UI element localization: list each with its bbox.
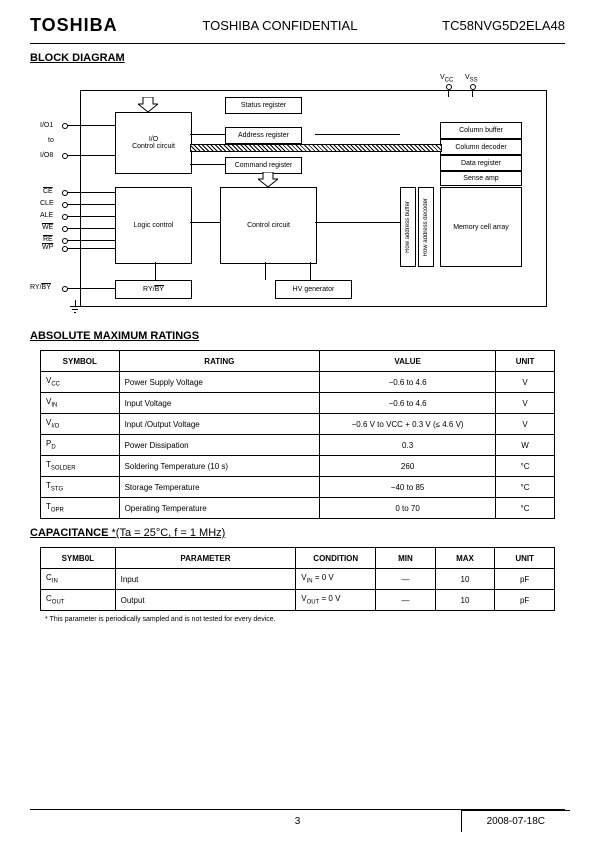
- header-divider: [30, 43, 565, 44]
- table-row: COUTOutputVOUT = 0 V—10pF: [41, 590, 555, 611]
- ratings-title: ABSOLUTE MAXIMUM RATINGS: [30, 330, 565, 342]
- column-buffer-block: Column buffer: [440, 122, 522, 139]
- col-parameter: PARAMETER: [115, 548, 296, 569]
- col-rating: RATING: [119, 351, 320, 372]
- hv-generator-block: HV generator: [275, 280, 352, 299]
- table-row: TSOLDERSoldering Temperature (10 s)260°C: [41, 456, 555, 477]
- we-label: WE: [42, 224, 53, 231]
- capacitance-title: CAPACITANCE *(Ta = 25°C, f = 1 MHz): [30, 527, 565, 539]
- table-header-row: SYMB0L PARAMETER CONDITION MIN MAX UNIT: [41, 548, 555, 569]
- vcc-label: VCC: [440, 74, 453, 83]
- footer-date: 2008-07-18C: [461, 810, 570, 832]
- ce-label: CE: [43, 188, 53, 195]
- table-row: TSTGStorage Temperature−40 to 85°C: [41, 477, 555, 498]
- page-header: TOSHIBA TOSHIBA CONFIDENTIAL TC58NVG5D2E…: [0, 0, 595, 41]
- col-unit: UNIT: [496, 351, 555, 372]
- col-max: MAX: [435, 548, 495, 569]
- ale-label: ALE: [40, 212, 53, 219]
- col-condition: CONDITION: [296, 548, 376, 569]
- to-label: to: [48, 137, 54, 144]
- data-bus-icon: [190, 144, 442, 152]
- ryby-label: RY/BY: [30, 284, 51, 291]
- arrow-down-icon: [258, 172, 278, 187]
- wp-label: WP: [42, 244, 53, 251]
- address-register-block: Address register: [225, 127, 302, 144]
- capacitance-footnote: * This parameter is periodically sampled…: [45, 616, 550, 623]
- cle-label: CLE: [40, 200, 54, 207]
- io1-pin: [62, 123, 68, 129]
- table-row: TOPROperating Temperature0 to 70°C: [41, 498, 555, 519]
- arrow-down-icon: [138, 97, 158, 112]
- row-address-decoder-block: Row address decoder: [418, 187, 434, 267]
- col-symbol: SYMBOL: [41, 351, 120, 372]
- row-address-buffer-block: Row address buffer: [400, 187, 416, 267]
- confidential-label: TOSHIBA CONFIDENTIAL: [202, 18, 357, 33]
- io8-pin: [62, 153, 68, 159]
- table-row: CINInputVIN = 0 V—10pF: [41, 569, 555, 590]
- part-number: TC58NVG5D2ELA48: [442, 18, 565, 33]
- table-row: VI/OInput /Output Voltage−0.6 V to VCC +…: [41, 414, 555, 435]
- col-value: VALUE: [320, 351, 496, 372]
- ryby-block: RY/BY: [115, 280, 192, 299]
- io8-label: I/O8: [40, 152, 53, 159]
- status-register-block: Status register: [225, 97, 302, 114]
- table-row: VINInput Voltage−0.6 to 4.6V: [41, 393, 555, 414]
- sense-amp-block: Sense amp: [440, 171, 522, 186]
- col-symbol: SYMB0L: [41, 548, 116, 569]
- block-diagram-title: BLOCK DIAGRAM: [30, 52, 565, 64]
- toshiba-logo: TOSHIBA: [30, 15, 118, 36]
- control-circuit-block: Control circuit: [220, 187, 317, 264]
- table-row: VCCPower Supply Voltage−0.6 to 4.6V: [41, 372, 555, 393]
- col-min: MIN: [376, 548, 435, 569]
- capacitance-table: SYMB0L PARAMETER CONDITION MIN MAX UNIT …: [40, 547, 555, 611]
- io1-label: I/O1: [40, 122, 53, 129]
- data-register-block: Data register: [440, 155, 522, 171]
- re-label: RE: [43, 236, 53, 243]
- block-diagram: VCC VSS Status register Address register…: [40, 72, 555, 322]
- memory-cell-array-block: Memory cell array: [440, 187, 522, 267]
- vcc-pin: [446, 84, 452, 90]
- vss-pin: [470, 84, 476, 90]
- table-row: PDPower Dissipation0.3W: [41, 435, 555, 456]
- io-control-block: I/O Control circuit: [115, 112, 192, 174]
- col-unit: UNIT: [495, 548, 555, 569]
- vss-label: VSS: [465, 74, 478, 83]
- table-header-row: SYMBOL RATING VALUE UNIT: [41, 351, 555, 372]
- logic-control-block: Logic control: [115, 187, 192, 264]
- ground-icon: [70, 300, 80, 313]
- column-decoder-block: Column decoder: [440, 139, 522, 155]
- ratings-table: SYMBOL RATING VALUE UNIT VCCPower Supply…: [40, 350, 555, 519]
